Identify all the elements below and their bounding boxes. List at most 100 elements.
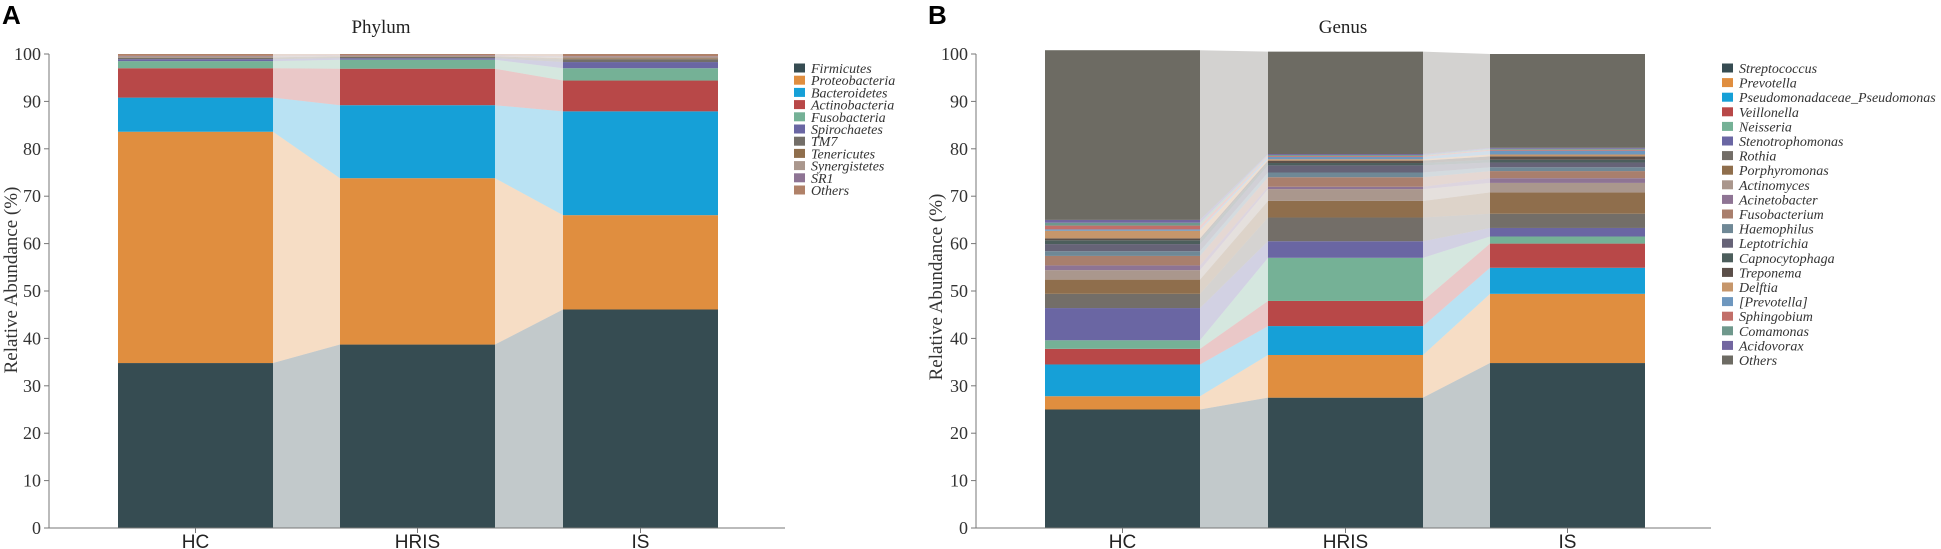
legend-swatch xyxy=(794,63,805,73)
legend-label: Proteobacteria xyxy=(810,74,895,89)
bar-segment-genus-comamonas-hris xyxy=(1268,154,1423,156)
legend-phylum: FirmicutesProteobacteriaBacteroidetesAct… xyxy=(794,62,895,199)
x-tick-label: HRIS xyxy=(395,532,440,549)
legend-swatch xyxy=(1722,340,1733,350)
legend-label: Pseudomonadaceae_Pseudomonas xyxy=(1738,91,1936,106)
legend-swatch xyxy=(1722,63,1733,73)
panel-genus: B Genus Relative Abundance (%) 0 10 20 30 40… xyxy=(926,0,1936,549)
flow-band-genus-fusobacterium xyxy=(1423,171,1490,187)
flow-band-phylum-tm7 xyxy=(273,56,340,60)
bar-segment-genus-stenotrophomonas-hc xyxy=(1045,308,1200,341)
flow-band-genus-prevotella xyxy=(1423,293,1490,398)
legend-label: Actinobacteria xyxy=(810,99,894,114)
chart-title-phylum: Phylum xyxy=(351,17,410,38)
y-tick-label: 0 xyxy=(959,518,968,538)
bar-segment-phylum-others-hris xyxy=(340,54,495,56)
bar-segment-genus-acinetobacter-hc xyxy=(1045,265,1200,271)
y-tick-label: 50 xyxy=(950,281,968,301)
legend-label: Prevotella xyxy=(1738,77,1797,92)
bar-layer-phylum xyxy=(118,54,718,528)
y-tick-label: 80 xyxy=(950,139,968,159)
legend-label: Treponema xyxy=(1739,266,1801,281)
x-tick-label: HRIS xyxy=(1323,532,1368,549)
bar-segment-genus-rothia-hris xyxy=(1268,217,1423,242)
flow-band-genus-neisseria xyxy=(1200,257,1268,349)
flow-band-genus-sphingobium xyxy=(1200,155,1268,230)
bar-segment-genus-prevotella-is xyxy=(1490,150,1645,155)
flow-band-phylum-synergistetes xyxy=(495,55,563,59)
legend-swatch xyxy=(1722,282,1733,292)
bar-segment-phylum-bacteroidetes-is xyxy=(563,111,718,216)
bar-segment-phylum-fusobacteria-is xyxy=(563,68,718,81)
bar-segment-phylum-tm7-is xyxy=(563,59,718,63)
flow-band-genus-delftia xyxy=(1423,154,1490,161)
bar-segment-genus-capnocytophaga-hc xyxy=(1045,240,1200,245)
flow-band-genus-acidovorax xyxy=(1423,147,1490,155)
legend-swatch xyxy=(1722,209,1733,219)
flow-band-genus-porphyromonas xyxy=(1200,200,1268,294)
bar-segment-phylum-tm7-hris xyxy=(340,56,495,59)
bar-segment-genus-others-hris xyxy=(1268,51,1423,155)
x-tick-label: HC xyxy=(182,532,209,549)
flow-band-genus-rothia xyxy=(1423,213,1490,242)
x-tick-label: IS xyxy=(632,532,650,549)
legend-swatch xyxy=(794,75,805,85)
bar-segment-genus-acinetobacter-is xyxy=(1490,178,1645,183)
legend-label: Others xyxy=(811,184,850,199)
flow-band-phylum-bacteroidetes xyxy=(495,105,563,216)
flow-band-phylum-fusobacteria xyxy=(273,59,340,69)
flow-band-genus-veillonella xyxy=(1200,300,1268,365)
flow-band-genus-prevotella xyxy=(1200,354,1268,410)
legend-swatch xyxy=(1722,121,1733,131)
legend-swatch xyxy=(794,148,805,158)
flow-band-genus-actinomyces xyxy=(1200,189,1268,280)
bar-segment-genus-comamonas-is xyxy=(1490,148,1645,150)
flow-band-genus-comamonas xyxy=(1200,154,1268,226)
bar-segment-phylum-fusobacteria-hris xyxy=(340,59,495,69)
legend-label: Others xyxy=(1739,354,1778,369)
bar-layer-genus xyxy=(1045,50,1645,528)
bar-segment-phylum-synergistetes-is xyxy=(563,56,718,59)
legend-swatch xyxy=(1722,311,1733,321)
bar-segment-phylum-actinobacteria-hris xyxy=(340,68,495,106)
legend-label: Streptococcus xyxy=(1739,62,1818,77)
y-tick-label: 40 xyxy=(950,328,968,348)
flow-band-genus-pseudomonadaceae-pseudomonas xyxy=(1423,267,1490,355)
legend-label: Tenericutes xyxy=(811,147,876,162)
legend-swatch xyxy=(1722,224,1733,234)
flow-band-phylum-others xyxy=(495,54,563,57)
bar-segment-genus-acidovorax-hc xyxy=(1045,219,1200,223)
legend-swatch xyxy=(1722,238,1733,248)
bar-segment-phylum-spirochaetes-hris xyxy=(340,58,495,60)
legend-swatch xyxy=(794,112,805,122)
flow-band-genus-prevotella xyxy=(1200,156,1268,231)
legend-swatch xyxy=(794,100,805,110)
bar-segment-genus-leptotrichia-hc xyxy=(1045,244,1200,252)
y-tick-label: 80 xyxy=(23,139,41,159)
y-tick-label: 0 xyxy=(32,518,41,538)
flow-band-genus-stenotrophomonas xyxy=(1200,241,1268,341)
y-tick-label: 100 xyxy=(941,44,968,64)
bar-segment-genus-pseudomonadaceae-pseudomonas-hc xyxy=(1045,364,1200,397)
bar-segment-genus-prevotella-hc xyxy=(1045,396,1200,410)
chart-title-genus: Genus xyxy=(1319,17,1368,38)
bar-segment-genus-sphingobium-hc xyxy=(1045,225,1200,230)
flow-band-genus-treponema xyxy=(1200,160,1268,241)
flow-band-genus-others xyxy=(1423,51,1490,155)
legend-swatch xyxy=(1722,326,1733,336)
bar-segment-genus-leptotrichia-hris xyxy=(1268,165,1423,173)
y-tick-label: 30 xyxy=(950,376,968,396)
axes-phylum: 0 10 20 30 40 50 60 70 80 90 100 HC HRIS IS xyxy=(14,44,785,549)
bar-segment-phylum-actinobacteria-hc xyxy=(118,68,273,98)
bar-segment-genus-veillonella-hc xyxy=(1045,348,1200,365)
bar-segment-genus-sphingobium-hris xyxy=(1268,155,1423,157)
bar-segment-genus-pseudomonadaceae-pseudomonas-hris xyxy=(1268,326,1423,355)
bar-segment-phylum-firmicutes-hc xyxy=(118,363,273,528)
bar-segment-genus-porphyromonas-is xyxy=(1490,192,1645,214)
flow-band-phylum-actinobacteria xyxy=(495,68,563,112)
legend-swatch xyxy=(794,124,805,134)
legend-label: SR1 xyxy=(811,172,834,187)
bar-segment-genus-treponema-hris xyxy=(1268,160,1423,164)
legend-swatch xyxy=(1722,297,1733,307)
bar-segment-genus-prevotella-hris xyxy=(1268,354,1423,398)
